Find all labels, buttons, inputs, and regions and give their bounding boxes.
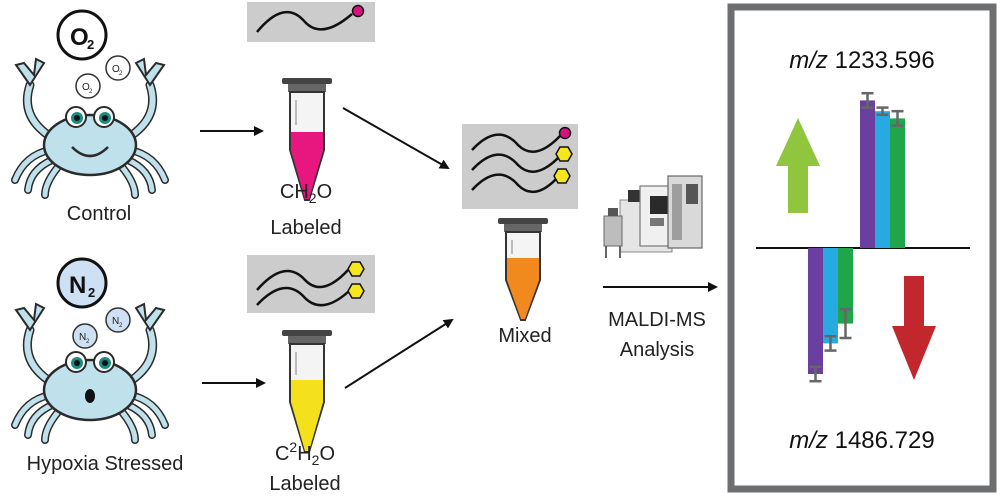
o2-subscript: 2	[87, 37, 94, 52]
o2-bubble-small-1: O 2	[75, 73, 101, 99]
arrow-light-to-mix	[342, 107, 450, 169]
control-label: Control	[67, 203, 131, 225]
n2-subscript: 2	[88, 285, 95, 300]
bar-down-3	[838, 248, 853, 324]
bar-up-3	[890, 118, 905, 249]
heavy-tag-icon	[347, 261, 365, 277]
maldi-instrument-icon	[603, 175, 703, 258]
mixed-peptide-panel	[462, 124, 578, 209]
bar-down-1	[808, 248, 823, 374]
svg-text:N: N	[79, 332, 86, 343]
chart-title-top: m/z 1233.596	[789, 47, 934, 74]
analysis-label-line1: MALDI-MS	[608, 309, 706, 331]
error-bar-up-3	[891, 109, 904, 127]
o2-bubble-large: O 2	[56, 9, 108, 61]
down-arrow-icon	[892, 276, 936, 380]
n2-bubble-small-1: N 2	[72, 323, 98, 349]
n2-letter: N	[69, 272, 86, 299]
svg-text:Labeled: Labeled	[269, 473, 340, 495]
o2-letter: O	[70, 24, 89, 51]
bar-up-2	[875, 111, 890, 248]
control-crab	[11, 57, 169, 199]
svg-text:2: 2	[119, 71, 123, 77]
heavy-tag-icon	[347, 283, 365, 299]
svg-text:C2H2O: C2H2O	[275, 439, 335, 468]
svg-text:Labeled: Labeled	[270, 217, 341, 239]
chart-title-bottom: m/z 1486.729	[789, 427, 934, 454]
svg-text:2: 2	[86, 339, 90, 345]
error-bar-down-3	[839, 307, 852, 340]
n2-bubble-small-2: N 2	[105, 307, 131, 333]
svg-text:N: N	[112, 316, 119, 327]
error-bar-down-1	[809, 365, 822, 383]
svg-text:2: 2	[119, 323, 123, 329]
heavy-peptide-panel	[247, 255, 375, 313]
bar-down-2	[823, 248, 838, 344]
n2-bubble-large: N 2	[56, 257, 108, 309]
error-bar-down-2	[824, 334, 837, 352]
hypoxia-crab	[11, 302, 169, 444]
results-chart: m/z 1233.596 m/z 1486.729	[727, 3, 997, 493]
light-tag-icon	[351, 4, 365, 18]
error-bar-up-2	[876, 106, 889, 117]
light-tube	[282, 78, 332, 201]
mixed-tube	[498, 218, 548, 321]
light-peptide-panel	[247, 2, 375, 42]
svg-text:O: O	[112, 64, 120, 75]
light-label-text: CH2O Labeled	[270, 181, 341, 239]
arrow-heavy-to-mix	[344, 318, 454, 389]
up-arrow-icon	[776, 118, 820, 213]
bars-down-group	[808, 248, 853, 383]
heavy-tube	[282, 330, 332, 453]
svg-text:2: 2	[89, 89, 93, 95]
svg-text:O: O	[82, 82, 90, 93]
svg-text:CH2O: CH2O	[280, 181, 332, 206]
analysis-label-line2: Analysis	[620, 339, 694, 361]
bars-up-group	[860, 91, 905, 249]
mixed-label: Mixed	[498, 325, 551, 347]
heavy-label-text: C2H2O Labeled	[269, 439, 340, 495]
o2-bubble-small-2: O 2	[105, 55, 131, 81]
error-bar-up-1	[861, 91, 874, 109]
bar-up-1	[860, 100, 875, 249]
hypoxia-label: Hypoxia Stressed	[27, 453, 184, 475]
